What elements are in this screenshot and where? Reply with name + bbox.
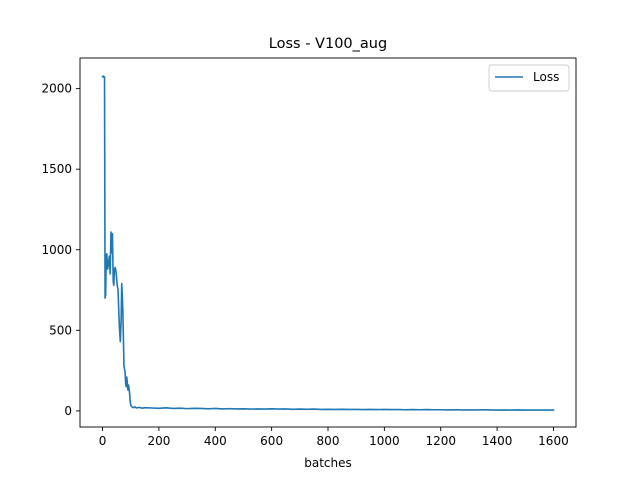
- x-tick-label: 400: [204, 434, 227, 448]
- legend: Loss: [488, 64, 570, 92]
- y-tick-label: 500: [49, 323, 72, 337]
- plot-background: [80, 58, 576, 427]
- legend-label-loss: Loss: [533, 70, 559, 84]
- x-axis-label: batches: [304, 456, 352, 470]
- x-tick-label: 1400: [482, 434, 513, 448]
- y-tick-label: 0: [64, 404, 72, 418]
- y-tick-label: 1000: [41, 243, 72, 257]
- y-tick-label: 2000: [41, 82, 72, 96]
- x-tick-label: 200: [147, 434, 170, 448]
- y-axis-ticks: 0 500 1000 1500 2000: [41, 82, 80, 418]
- loss-series-line: [101, 75, 555, 411]
- x-tick-label: 0: [99, 434, 107, 448]
- plot-area: [79, 57, 577, 428]
- x-tick-label: 600: [260, 434, 283, 448]
- x-tick-label: 1600: [538, 434, 569, 448]
- x-tick-label: 1000: [369, 434, 400, 448]
- x-tick-label: 800: [317, 434, 340, 448]
- y-tick-label: 1500: [41, 162, 72, 176]
- chart-title: Loss - V100_aug: [269, 36, 387, 52]
- x-tick-label: 1200: [425, 434, 456, 448]
- x-axis-ticks: 0 200 400 600 800 1000 1200 1400 1600: [99, 427, 569, 448]
- legend-box: [488, 64, 570, 92]
